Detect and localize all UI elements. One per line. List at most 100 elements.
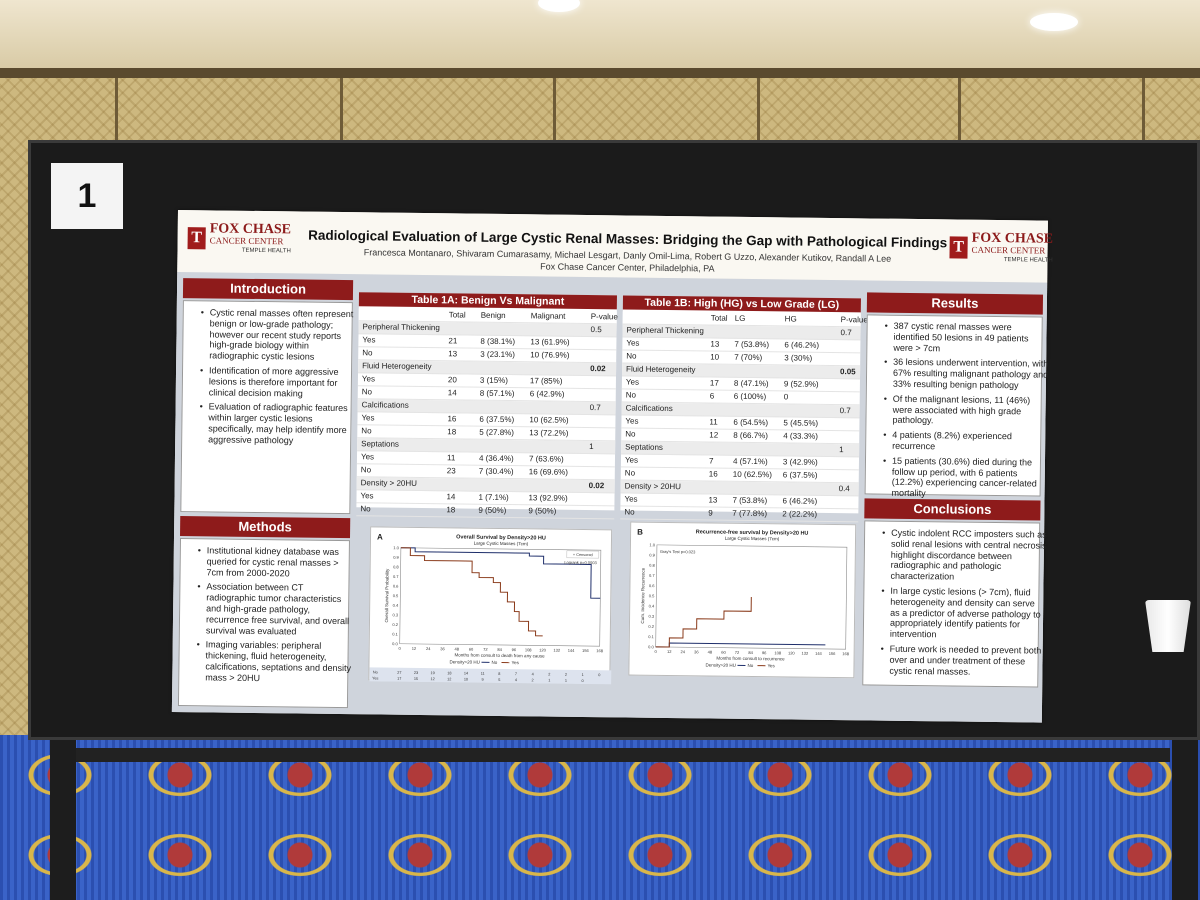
- research-poster: T FOX CHASE CANCER CENTER TEMPLE HEALTH …: [171, 210, 1053, 723]
- table-header-cell: LG: [734, 313, 746, 323]
- x-tick-label: 132: [553, 648, 561, 653]
- table-cell: 6 (100%): [733, 391, 767, 402]
- table-cell: 3 (30%): [784, 353, 813, 363]
- y-tick-label: 0.9: [393, 555, 399, 560]
- list-item: 36 lesions underwent intervention, with …: [893, 357, 1049, 391]
- table-cell: 2 (22.2%): [782, 509, 818, 519]
- list-item: In large cystic lesions (> 7cm), fluid h…: [890, 586, 1047, 642]
- table-cell: 4 (57.1%): [732, 456, 768, 467]
- methods-heading: Methods: [180, 516, 351, 539]
- risk-cell: 9: [482, 678, 484, 682]
- risk-cell: 19: [431, 671, 435, 675]
- table-cell: 12: [709, 430, 719, 440]
- table-cell: 13: [708, 495, 718, 505]
- x-tick-label: 72: [735, 650, 740, 655]
- logrank-annotation: Logrank p=0.0003: [564, 560, 597, 565]
- risk-cell: 12: [430, 677, 434, 681]
- table-cell: No: [625, 429, 636, 439]
- x-tick-label: 24: [681, 649, 686, 654]
- table-1a-title: Table 1A: Benign Vs Malignant: [358, 292, 617, 310]
- table-cell: 6: [709, 391, 715, 401]
- introduction-box: Cystic renal masses often represent beni…: [180, 300, 353, 515]
- table-cell: 18: [446, 505, 456, 515]
- table-cell: Yes: [362, 335, 376, 345]
- board-crossbar: [50, 748, 1170, 762]
- temple-t-icon: T: [187, 226, 206, 249]
- list-item: Evaluation of radiographic features with…: [208, 402, 357, 447]
- wall-seam: [757, 78, 760, 168]
- table-cell: 8 (66.7%): [733, 430, 769, 441]
- conclusions-box: Cystic indolent RCC imposters such as so…: [862, 520, 1047, 688]
- risk-table-band: [369, 667, 612, 685]
- series-line-no: [400, 547, 601, 599]
- table-cell: 1 (7.1%): [478, 492, 509, 503]
- x-tick-label: 72: [483, 647, 488, 652]
- x-tick-label: 168: [596, 648, 604, 653]
- series-line-yes: [655, 597, 752, 648]
- table-cell: 11: [446, 453, 456, 463]
- conclusions-heading: Conclusions: [864, 498, 1041, 521]
- legend-title: Density>20 HU: [705, 662, 735, 667]
- chart-title: Overall Survival by Density>20 HU: [456, 534, 546, 541]
- list-item: Identification of more aggressive lesion…: [209, 365, 357, 399]
- table-header-cell: Benign: [480, 310, 506, 321]
- y-tick-label: 0.7: [393, 574, 399, 579]
- table-cell: 9 (50%): [478, 505, 507, 516]
- table-cell: 0.02: [588, 481, 605, 491]
- x-tick-label: 12: [412, 646, 417, 651]
- risk-cell: 15: [414, 677, 418, 681]
- logo-sub: CANCER CENTER: [971, 244, 1046, 256]
- table-cell: 13 (92.9%): [528, 493, 568, 503]
- table-cell: 13: [710, 339, 720, 349]
- risk-cell: 1: [582, 673, 584, 677]
- introduction-heading: Introduction: [182, 278, 354, 301]
- x-tick-label: 84: [497, 647, 502, 652]
- y-tick-label: 0.4: [393, 603, 399, 608]
- table-cell: Fluid Heterogeneity: [626, 364, 696, 375]
- table-cell: 8 (47.1%): [733, 378, 769, 389]
- table-cell: 7 (53.8%): [732, 495, 768, 506]
- grays-test-annotation: Gray's Test p=0.023: [660, 549, 696, 554]
- recurrence-free-svg: B Recurrence-free survival by Density>20 …: [637, 528, 850, 669]
- y-tick-label: 0.3: [392, 612, 398, 617]
- x-tick-label: 48: [708, 650, 713, 655]
- table-cell: Density > 20HU: [624, 481, 681, 492]
- table-cell: 3 (23.1%): [480, 349, 516, 360]
- table-cell: Calcifications: [625, 403, 673, 414]
- table-cell: 6 (46.2%): [782, 496, 818, 506]
- table-cell: Yes: [361, 413, 375, 423]
- wall-seam: [115, 78, 118, 168]
- table-cell: No: [361, 387, 373, 397]
- logo-tag: TEMPLE HEALTH: [1003, 257, 1053, 264]
- list-item: Cystic indolent RCC imposters such as so…: [891, 528, 1048, 584]
- results-list: 387 cystic renal masses were identified …: [879, 321, 1049, 505]
- plot-area: [655, 544, 848, 650]
- y-tick-label: 0.8: [649, 563, 655, 568]
- table-cell: 14: [446, 492, 456, 502]
- table-cell: No: [360, 504, 371, 514]
- y-tick-label: 0.4: [649, 603, 655, 608]
- y-axis-label: Cum. Incidence Recurrence: [640, 567, 646, 623]
- temple-t-icon: T: [949, 235, 968, 259]
- table-cell: 13 (61.9%): [530, 337, 570, 347]
- risk-cell: 5: [498, 678, 500, 682]
- x-tick-label: 96: [762, 650, 767, 655]
- x-tick-label: 48: [455, 646, 460, 651]
- table-cell: 1: [589, 442, 594, 452]
- overall-survival-chart: A Overall Survival by Density>20 HU Large …: [368, 526, 613, 685]
- table-1a: Table 1A: Benign Vs Malignant Total Benig…: [356, 292, 618, 520]
- methods-box: Institutional kidney database was querie…: [177, 538, 351, 709]
- table-cell: 0.5: [590, 325, 602, 335]
- table-cell: 8 (38.1%): [480, 336, 516, 347]
- list-item: Association between CT radiographic tumo…: [206, 582, 355, 638]
- board-number: 1: [51, 163, 123, 229]
- table-cell: 0.02: [590, 364, 606, 374]
- table-cell: 6 (37.5%): [782, 470, 818, 480]
- table-cell: 21: [448, 336, 458, 346]
- legend-title: Density>20 HU: [449, 659, 479, 664]
- board-leg: [1172, 740, 1198, 900]
- risk-cell: 10: [464, 678, 468, 682]
- table-header-cell: P-value: [590, 312, 618, 322]
- table-cell: 9 (50%): [528, 506, 557, 516]
- wall-seam: [1142, 78, 1145, 168]
